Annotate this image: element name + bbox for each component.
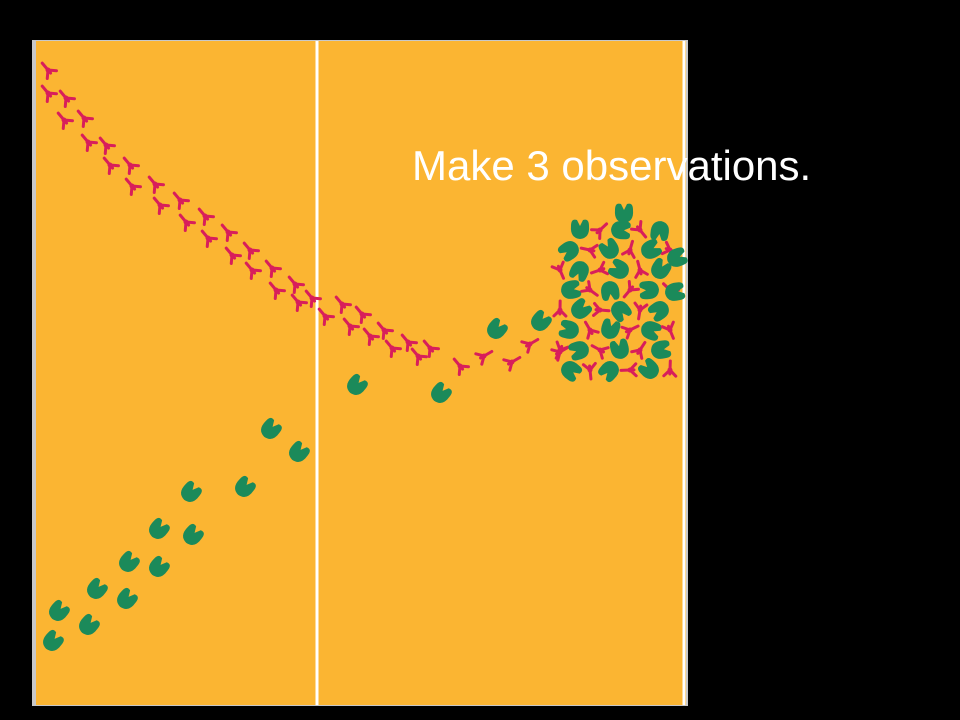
slide-text: Make 3 observations. [412,142,811,189]
track-image [36,41,686,705]
